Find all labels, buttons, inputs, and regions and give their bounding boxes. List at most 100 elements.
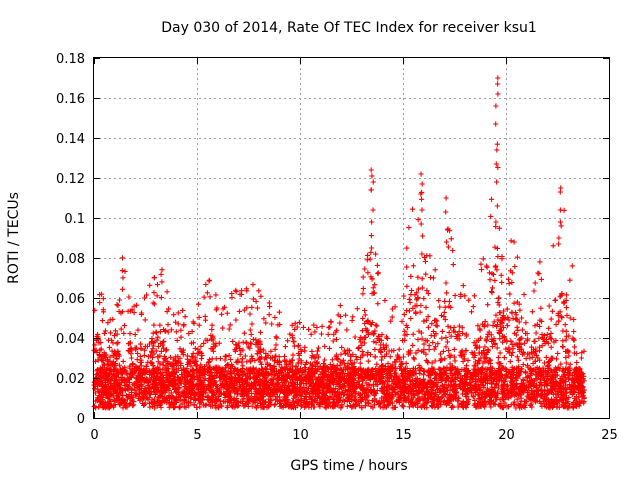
data-point [339, 344, 345, 351]
data-point [325, 331, 331, 337]
data-point [337, 397, 343, 403]
data-point [245, 344, 251, 350]
data-point [344, 327, 350, 333]
data-point [192, 345, 198, 351]
data-point [149, 348, 155, 354]
data-point [350, 314, 356, 320]
data-point [541, 360, 548, 366]
data-point [471, 363, 477, 369]
data-point [233, 289, 239, 295]
data-point [435, 341, 441, 347]
data-point [528, 401, 534, 407]
data-point [438, 313, 444, 319]
data-point [124, 396, 131, 402]
data-point [423, 351, 429, 357]
data-point [404, 245, 410, 251]
data-point [149, 354, 156, 360]
data-point [198, 356, 204, 362]
data-point [119, 255, 126, 261]
data-point [446, 299, 452, 305]
data-point [212, 343, 219, 349]
data-point [548, 316, 554, 322]
data-point [208, 346, 214, 352]
data-point [374, 361, 380, 367]
data-point [494, 245, 500, 251]
data-point [565, 348, 571, 354]
data-point [522, 340, 528, 346]
data-point [498, 272, 504, 278]
data-point [498, 361, 504, 367]
data-point [152, 391, 159, 398]
data-point [432, 267, 438, 273]
data-point [339, 359, 345, 365]
data-point [477, 326, 483, 332]
data-point [493, 381, 499, 387]
data-point [446, 329, 452, 336]
data-point [328, 319, 334, 325]
data-point [515, 357, 521, 363]
data-point [410, 342, 416, 348]
data-point [207, 294, 213, 300]
data-point [404, 283, 410, 289]
data-point [463, 331, 469, 337]
data-point [249, 321, 255, 327]
data-point [505, 314, 511, 320]
data-point [378, 342, 384, 348]
data-point [213, 292, 219, 298]
data-point [442, 392, 448, 398]
data-point [536, 335, 542, 342]
data-point [360, 291, 366, 297]
data-point [520, 361, 526, 368]
data-point [349, 317, 355, 324]
data-point [408, 273, 414, 279]
data-point [473, 342, 479, 348]
data-point [258, 293, 264, 299]
data-point [567, 315, 573, 321]
data-point [544, 371, 550, 377]
data-point [523, 320, 529, 326]
data-point [558, 361, 564, 367]
data-point [373, 340, 379, 346]
data-point [368, 249, 374, 255]
data-point [239, 359, 245, 365]
data-point [209, 322, 215, 328]
data-point [537, 344, 543, 350]
data-point [494, 345, 500, 351]
data-point [232, 348, 238, 354]
data-point [406, 225, 412, 231]
data-point [368, 367, 374, 373]
data-point [264, 362, 271, 368]
data-point [504, 392, 510, 398]
data-point [532, 280, 538, 286]
data-point [155, 343, 161, 350]
data-point [550, 391, 556, 397]
data-point [421, 372, 427, 378]
data-point [174, 337, 180, 343]
data-point [429, 321, 435, 327]
data-point [101, 361, 107, 367]
data-point [338, 351, 344, 357]
data-point [489, 271, 495, 277]
data-point [443, 280, 449, 286]
data-point [206, 359, 212, 365]
data-point [488, 288, 495, 295]
data-point [250, 296, 256, 302]
data-point [253, 298, 259, 305]
data-point [359, 328, 365, 334]
data-point [326, 325, 332, 331]
data-point [514, 365, 520, 371]
data-point [563, 337, 569, 343]
data-point [409, 206, 416, 212]
data-point [418, 196, 425, 202]
data-point [326, 345, 333, 351]
data-point [128, 345, 134, 352]
data-point [171, 368, 177, 374]
data-point [195, 301, 201, 307]
data-point [127, 346, 133, 352]
data-point [417, 309, 423, 315]
data-point [119, 286, 126, 292]
data-point [456, 323, 462, 329]
data-point [563, 360, 569, 366]
data-point [499, 377, 505, 384]
data-point [98, 340, 104, 346]
